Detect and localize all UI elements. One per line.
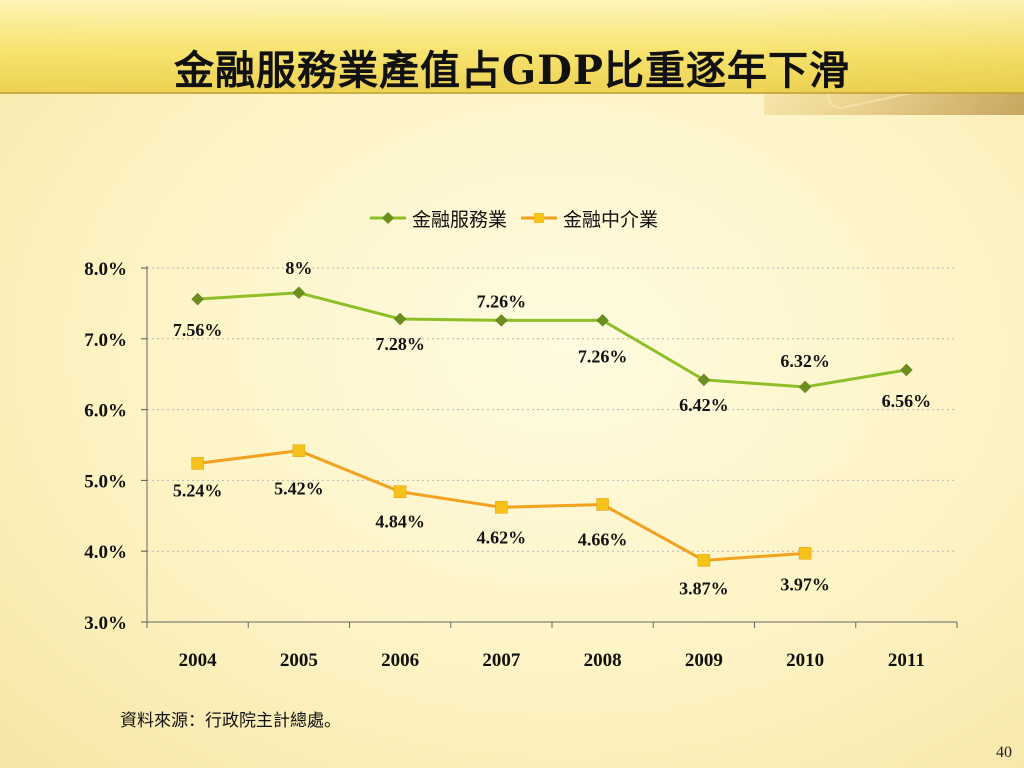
y-tick-label: 4.0% <box>84 542 127 563</box>
data-point-finance-intermediary <box>292 444 306 457</box>
data-point-finance-intermediary <box>697 554 711 567</box>
data-label-finance-services: 7.26% <box>477 291 527 311</box>
page-number: 40 <box>996 744 1012 761</box>
y-tick-label: 6.0% <box>84 401 127 422</box>
legend-item-finance-services: 金融服務業 <box>370 205 507 232</box>
data-point-finance-services <box>798 380 812 394</box>
legend-label-finance-intermediary: 金融中介業 <box>563 208 659 231</box>
slide-title: 金融服務業產值占GDP比重逐年下滑 <box>174 47 850 94</box>
data-label-finance-intermediary: 4.84% <box>375 512 425 532</box>
series-line-finance-services <box>197 291 907 389</box>
y-tick-label: 3.0% <box>84 613 127 634</box>
y-tick-label: 5.0% <box>84 471 127 492</box>
data-point-finance-services <box>900 363 913 377</box>
x-tick-label: 2009 <box>685 650 723 671</box>
data-label-finance-intermediary: 5.24% <box>173 480 223 500</box>
chart-legend: 金融服務業 金融中介業 <box>370 205 658 231</box>
data-point-finance-services <box>191 292 204 306</box>
source-note: 資料來源：行政院主計總處。 <box>120 711 341 731</box>
legend-item-finance-intermediary: 金融中介業 <box>521 205 658 232</box>
data-label-finance-intermediary: 5.42% <box>274 479 324 499</box>
data-point-finance-services <box>495 314 508 327</box>
data-point-finance-services <box>596 314 609 327</box>
legend-label-finance-services: 金融服務業 <box>412 208 508 231</box>
data-label-finance-intermediary: 4.66% <box>578 529 628 549</box>
data-point-finance-intermediary <box>798 547 812 560</box>
x-tick-label: 2005 <box>280 650 318 671</box>
x-tick-label: 2008 <box>584 650 622 671</box>
legend-diamond-icon <box>370 212 406 224</box>
data-label-finance-intermediary: 4.62% <box>477 527 527 547</box>
data-point-finance-intermediary <box>191 457 204 470</box>
title-bar <box>0 0 1024 94</box>
data-label-finance-services: 8% <box>285 258 312 278</box>
data-label-finance-services: 7.26% <box>578 346 628 366</box>
x-tick-label: 2007 <box>482 650 521 671</box>
data-label-finance-services: 6.42% <box>679 395 729 415</box>
data-label-finance-services: 6.32% <box>780 351 830 371</box>
data-label-finance-services: 7.56% <box>173 320 223 340</box>
y-tick-label: 7.0% <box>84 330 127 351</box>
x-tick-label: 2006 <box>381 650 419 671</box>
legend-square-icon <box>521 213 558 223</box>
x-tick-label: 2010 <box>786 650 824 671</box>
x-tick-label: 2004 <box>179 650 218 671</box>
data-point-finance-services <box>697 373 711 387</box>
data-point-finance-intermediary <box>596 498 609 511</box>
y-tick-label: 8.0% <box>84 259 127 280</box>
data-label-finance-services: 7.28% <box>375 334 425 354</box>
x-tick-label: 2011 <box>888 650 925 671</box>
data-point-finance-intermediary <box>393 485 407 498</box>
data-point-finance-services <box>292 286 306 300</box>
data-label-finance-intermediary: 3.87% <box>679 578 729 598</box>
data-label-finance-services: 6.56% <box>882 391 932 411</box>
data-label-finance-intermediary: 3.97% <box>780 574 830 594</box>
data-point-finance-intermediary <box>495 501 508 514</box>
data-point-finance-services <box>393 312 407 326</box>
